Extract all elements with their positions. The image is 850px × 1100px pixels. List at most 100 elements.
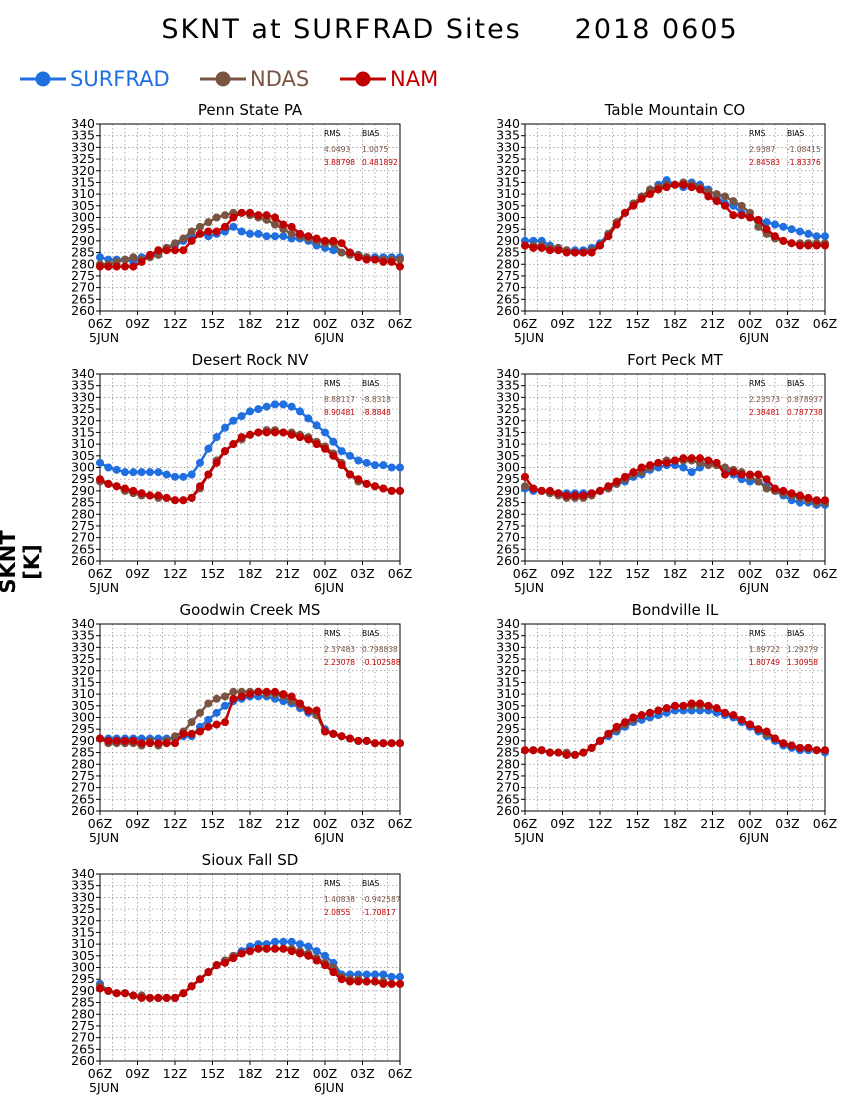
panel-fort-peck-mt: Fort Peck MT2602652702752802852902953003… xyxy=(496,351,837,595)
data-point-nam xyxy=(229,440,238,449)
y-tick-label: 290 xyxy=(71,233,95,248)
plot-frame xyxy=(99,123,401,312)
data-point-nam xyxy=(721,470,730,479)
data-point-nam xyxy=(96,475,105,484)
data-point-nam xyxy=(112,482,121,491)
data-point-surfrad xyxy=(96,458,105,467)
data-point-nam xyxy=(145,491,154,500)
x-tick-label: 09Z xyxy=(550,316,574,331)
data-point-nam xyxy=(621,472,630,481)
data-point-nam xyxy=(696,185,705,194)
data-point-ndas xyxy=(337,248,346,257)
data-point-nam xyxy=(562,248,571,257)
data-point-nam xyxy=(287,947,296,956)
data-point-nam xyxy=(312,706,321,715)
data-point-nam xyxy=(112,989,121,998)
data-point-nam xyxy=(671,701,680,710)
data-point-surfrad xyxy=(279,232,288,241)
data-point-surfrad xyxy=(370,461,379,470)
data-point-nam xyxy=(254,428,263,437)
x-tick-label: 12Z xyxy=(163,1066,187,1081)
legend-label-ndas: NDAS xyxy=(250,67,310,91)
y-tick-label: 285 xyxy=(71,745,95,760)
x-tick-label: 21Z xyxy=(275,566,299,581)
data-point-nam xyxy=(187,729,196,738)
data-point-nam xyxy=(604,729,613,738)
y-tick-label: 300 xyxy=(71,960,95,975)
data-point-nam xyxy=(187,236,196,245)
y-tick-label: 330 xyxy=(496,639,520,654)
data-point-surfrad xyxy=(787,225,796,234)
data-point-nam xyxy=(387,486,396,495)
data-point-nam xyxy=(345,734,354,743)
data-point-nam xyxy=(787,239,796,248)
data-point-nam xyxy=(596,486,605,495)
data-point-nam xyxy=(721,708,730,717)
data-point-nam xyxy=(154,739,163,748)
y-tick-label: 300 xyxy=(496,460,520,475)
stats-header-rms: RMS xyxy=(749,629,766,638)
data-point-nam xyxy=(212,961,221,970)
page-title: SKNT at SURFRAD Sites 2018 0605 xyxy=(161,14,739,45)
y-tick-label: 320 xyxy=(71,913,95,928)
date-label: 6JUN xyxy=(314,1080,344,1095)
data-point-surfrad xyxy=(287,937,296,946)
data-point-ndas xyxy=(187,718,196,727)
data-point-nam xyxy=(771,484,780,493)
data-point-nam xyxy=(687,699,696,708)
data-point-nam xyxy=(562,491,571,500)
data-point-nam xyxy=(204,227,213,236)
data-point-surfrad xyxy=(771,220,780,229)
data-point-nam xyxy=(179,246,188,255)
data-point-nam xyxy=(345,470,354,479)
y-tick-label: 340 xyxy=(71,366,95,381)
stats-bias-ndas: -1.08415 xyxy=(787,145,821,154)
data-point-nam xyxy=(612,220,621,229)
data-point-nam xyxy=(629,201,638,210)
y-tick-label: 275 xyxy=(496,268,520,283)
x-tick-label: 09Z xyxy=(125,1066,149,1081)
data-point-nam xyxy=(270,428,279,437)
x-tick-label: 03Z xyxy=(350,566,374,581)
y-tick-label: 335 xyxy=(71,878,95,893)
data-point-nam xyxy=(295,229,304,238)
stats-bias-nam: 0.787738 xyxy=(787,408,823,417)
data-point-nam xyxy=(362,479,371,488)
x-tick-label: 06Z xyxy=(513,316,537,331)
data-point-nam xyxy=(254,687,263,696)
data-point-nam xyxy=(229,694,238,703)
data-point-nam xyxy=(129,991,138,1000)
data-point-nam xyxy=(229,954,238,963)
x-tick-label: 21Z xyxy=(700,816,724,831)
data-point-surfrad xyxy=(796,227,805,236)
y-tick-label: 325 xyxy=(71,901,95,916)
y-tick-label: 305 xyxy=(496,198,520,213)
data-point-surfrad xyxy=(229,416,238,425)
stats-rms-ndas: 4.0493 xyxy=(324,145,350,154)
data-point-surfrad xyxy=(370,970,379,979)
data-point-nam xyxy=(679,454,688,463)
x-tick-label: 12Z xyxy=(163,566,187,581)
data-point-nam xyxy=(245,947,254,956)
y-tick-label: 270 xyxy=(71,280,95,295)
data-point-nam xyxy=(204,968,213,977)
data-point-nam xyxy=(729,711,738,720)
data-point-ndas xyxy=(270,220,279,229)
data-point-ndas xyxy=(212,694,221,703)
data-point-nam xyxy=(304,706,313,715)
data-point-nam xyxy=(179,496,188,505)
data-point-nam xyxy=(195,229,204,238)
data-point-ndas xyxy=(220,692,229,701)
data-point-surfrad xyxy=(270,400,279,409)
x-tick-label: 15Z xyxy=(625,816,649,831)
y-tick-label: 305 xyxy=(496,448,520,463)
x-tick-label: 21Z xyxy=(700,566,724,581)
stats-bias-nam: -0.102588 xyxy=(362,658,401,667)
data-point-nam xyxy=(704,192,713,201)
data-point-nam xyxy=(137,739,146,748)
data-point-ndas xyxy=(212,213,221,222)
data-point-nam xyxy=(671,456,680,465)
data-point-nam xyxy=(220,222,229,231)
y-tick-label: 260 xyxy=(496,803,520,818)
x-tick-label: 21Z xyxy=(275,316,299,331)
